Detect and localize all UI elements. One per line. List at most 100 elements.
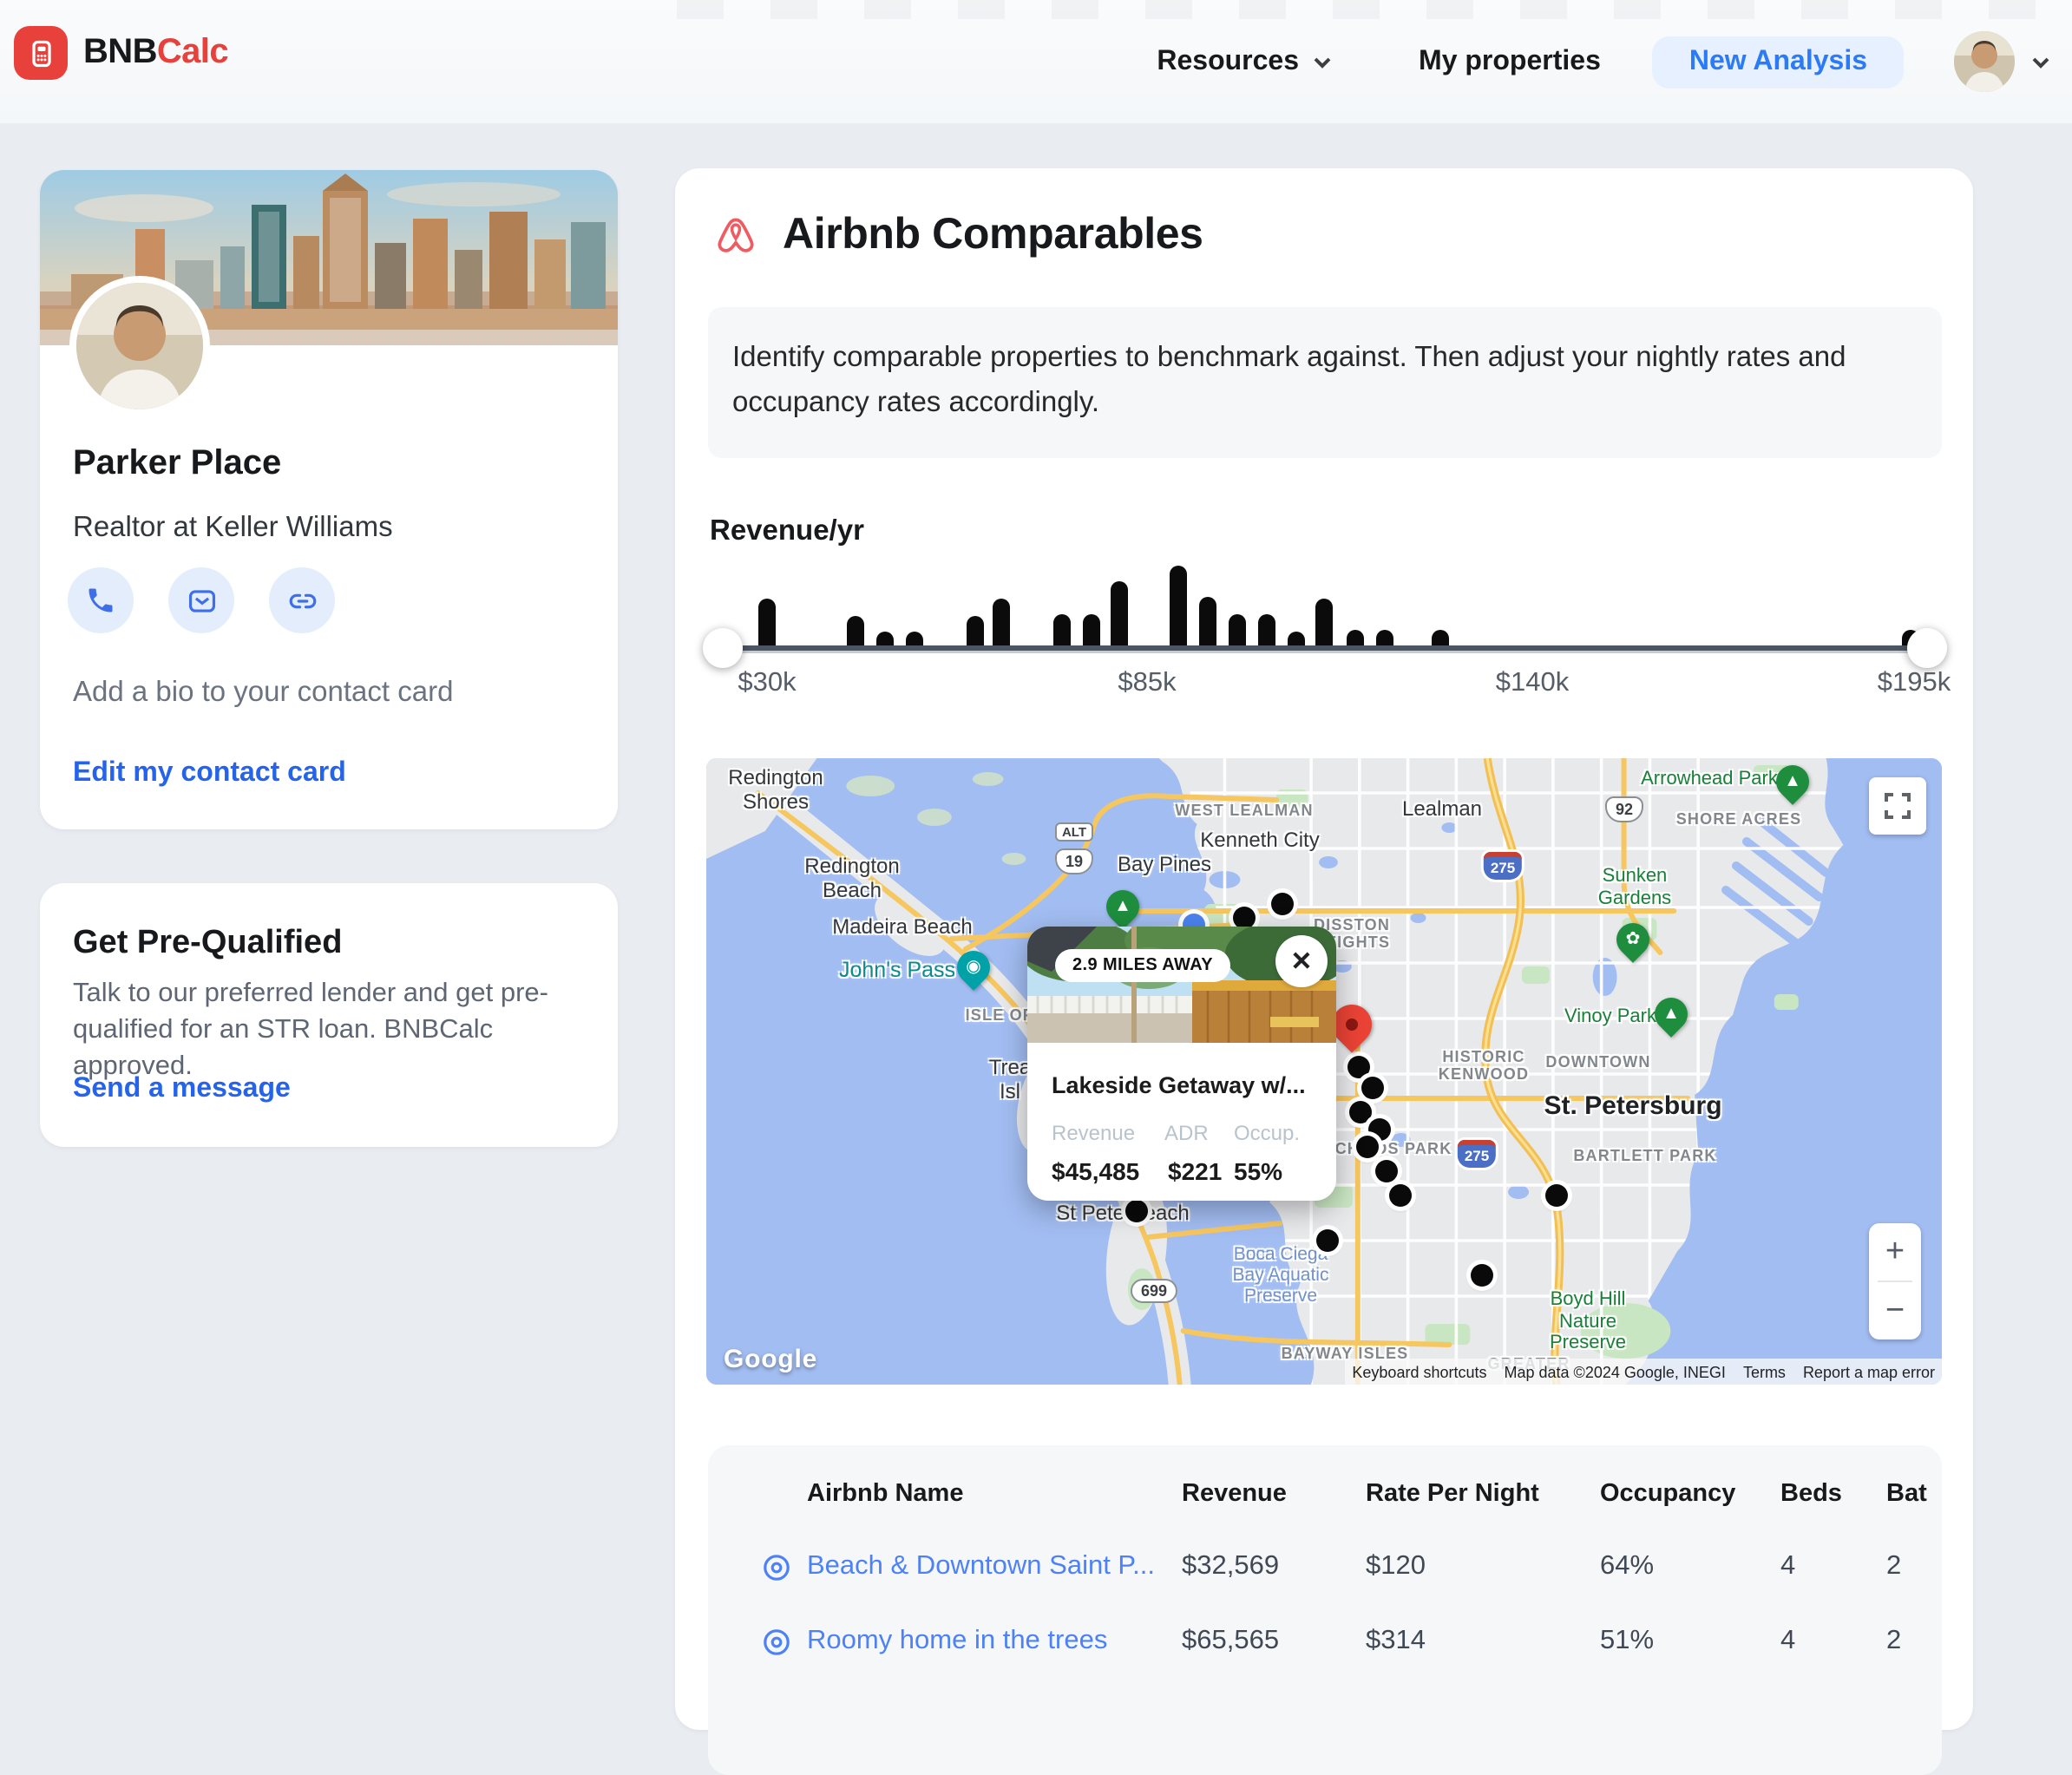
- histogram-bar: [1288, 632, 1305, 647]
- stat-label-revenue: Revenue: [1052, 1121, 1136, 1145]
- nav-links: Resources My properties New Analysis: [1157, 0, 2051, 123]
- comp-listing-marker[interactable]: [1389, 1184, 1412, 1207]
- cell-beds: 4: [1780, 1551, 1796, 1581]
- route-shield-19: ALT 19: [1054, 822, 1094, 874]
- histogram-bar: [1111, 581, 1128, 647]
- range-slider-track[interactable]: [722, 645, 1928, 650]
- comp-listing-marker[interactable]: [1233, 907, 1256, 929]
- tree-pin-icon[interactable]: ▲: [1769, 758, 1816, 805]
- comp-listing-marker[interactable]: [1347, 1056, 1370, 1078]
- map-label: CHILDS PARK: [1334, 1140, 1452, 1157]
- listing-title[interactable]: Lakeside Getaway w/...: [1052, 1072, 1306, 1098]
- histogram-bar: [1053, 614, 1071, 647]
- phone-icon[interactable]: [68, 567, 134, 633]
- account-chevron-icon[interactable]: [2030, 51, 2051, 72]
- col-revenue: Revenue: [1182, 1480, 1287, 1508]
- google-logo: Google: [724, 1345, 818, 1374]
- send-message-link[interactable]: Send a message: [73, 1074, 291, 1104]
- listing-name-link[interactable]: Beach & Downtown Saint P...: [807, 1551, 1155, 1581]
- col-beds: Beds: [1780, 1480, 1842, 1508]
- zoom-out-button[interactable]: −: [1885, 1292, 1905, 1328]
- map-label: BARTLETT PARK: [1573, 1147, 1717, 1164]
- map-label: Redington Beach: [804, 854, 900, 902]
- brand-home-link[interactable]: BNBCalc: [14, 26, 229, 80]
- stat-value-revenue: $45,485: [1052, 1157, 1140, 1185]
- tree-pin-icon[interactable]: ▲: [1648, 991, 1695, 1038]
- popup-close-icon[interactable]: ✕: [1275, 935, 1328, 987]
- map-label: Kenneth City: [1200, 828, 1320, 852]
- map-label: Trea Isl: [988, 1055, 1032, 1104]
- profile-role: Realtor at Keller Williams: [73, 512, 393, 543]
- histogram-bar: [876, 632, 894, 647]
- histogram-tick-label: $195k: [1877, 668, 1951, 698]
- range-slider-handle-min[interactable]: [703, 628, 743, 668]
- histogram-tick-label: $85k: [1118, 668, 1177, 698]
- cell-rate-per-night: $314: [1366, 1626, 1426, 1655]
- map-label: Sunken Gardens: [1597, 866, 1672, 909]
- map-label: Bay Pines: [1117, 852, 1212, 876]
- account-avatar[interactable]: [1954, 31, 2015, 92]
- new-analysis-button[interactable]: New Analysis: [1652, 36, 1904, 88]
- comp-listing-marker[interactable]: [1125, 1200, 1148, 1222]
- attribution-item[interactable]: Report a map error: [1802, 1363, 1935, 1380]
- camera-pin-icon[interactable]: ◉: [950, 944, 997, 991]
- comparables-map[interactable]: Redington Shores Redington Beach Madeira B…: [706, 758, 1942, 1385]
- tree-pin-icon[interactable]: ▲: [1099, 883, 1146, 930]
- map-label: SHORE ACRES: [1675, 810, 1802, 828]
- zoom-in-button[interactable]: +: [1885, 1233, 1905, 1269]
- cell-revenue: $65,565: [1182, 1626, 1280, 1655]
- histogram-bar: [1315, 599, 1333, 647]
- comp-listing-marker[interactable]: [1545, 1184, 1568, 1207]
- listing-name-link[interactable]: Roomy home in the trees: [807, 1626, 1108, 1655]
- map-label: Boca Ciega Bay Aquatic Preserve: [1232, 1244, 1329, 1307]
- route-shield-699: 699: [1130, 1274, 1178, 1305]
- mail-icon[interactable]: [168, 567, 234, 633]
- fullscreen-button[interactable]: [1869, 777, 1926, 835]
- cell-baths: 2: [1886, 1626, 1902, 1655]
- stat-label-adr: ADR: [1164, 1121, 1209, 1145]
- map-label: BAYWAY ISLES: [1281, 1345, 1409, 1362]
- nav-resources[interactable]: Resources: [1157, 46, 1332, 77]
- comp-listing-marker[interactable]: [1375, 1160, 1398, 1182]
- histogram-bar: [1347, 630, 1364, 647]
- page-title: Airbnb Comparables: [783, 210, 1203, 259]
- map-label: John's Pass: [838, 958, 956, 982]
- listing-popup[interactable]: 2.9 MILES AWAY ✕ Lakeside Getaway w/... …: [1027, 927, 1336, 1201]
- stat-label-occupancy: Occup.: [1234, 1121, 1301, 1145]
- map-tiles: [706, 758, 1942, 1385]
- cell-baths: 2: [1886, 1551, 1902, 1581]
- map-label: Vinoy Park: [1564, 1006, 1656, 1027]
- range-slider-handle-max[interactable]: [1907, 628, 1947, 668]
- comparables-card: Airbnb Comparables Identify comparable p…: [675, 168, 1973, 1775]
- view-listing-icon[interactable]: [762, 1552, 807, 1582]
- stat-value-adr: $221: [1168, 1157, 1223, 1185]
- histogram-bar: [1258, 614, 1275, 647]
- fullscreen-icon: [1885, 793, 1911, 819]
- edit-contact-card-link[interactable]: Edit my contact card: [73, 758, 346, 788]
- map-label: HISTORIC KENWOOD: [1438, 1048, 1530, 1084]
- comparables-header: Airbnb Comparables: [711, 210, 1203, 260]
- histogram-title: Revenue/yr: [710, 515, 864, 547]
- histogram-bar: [847, 616, 864, 647]
- flower-pin-icon[interactable]: ✿: [1610, 916, 1656, 963]
- histogram-tick-label: $30k: [738, 668, 797, 698]
- col-baths: Bat: [1886, 1480, 1927, 1508]
- comp-listing-marker[interactable]: [1356, 1136, 1379, 1158]
- map-label: Redington Shores: [728, 765, 823, 814]
- nav-my-properties[interactable]: My properties: [1419, 46, 1601, 75]
- comp-listing-marker[interactable]: [1349, 1101, 1372, 1123]
- comp-listing-marker[interactable]: [1361, 1077, 1384, 1099]
- col-airbnb-name: Airbnb Name: [807, 1480, 964, 1508]
- comp-listing-marker[interactable]: [1316, 1229, 1339, 1252]
- attribution-item[interactable]: Terms: [1742, 1363, 1786, 1380]
- contact-actions: [68, 567, 335, 633]
- bnbcalc-logo-icon: [14, 26, 68, 80]
- cell-occupancy: 51%: [1600, 1626, 1655, 1655]
- histogram-bar: [967, 616, 984, 647]
- link-icon[interactable]: [269, 567, 335, 633]
- attribution-item[interactable]: Keyboard shortcuts: [1352, 1363, 1487, 1380]
- comp-listing-marker[interactable]: [1271, 893, 1294, 915]
- histogram-bar: [1376, 630, 1393, 647]
- histogram-bar: [906, 632, 923, 647]
- comp-listing-marker[interactable]: [1471, 1264, 1493, 1287]
